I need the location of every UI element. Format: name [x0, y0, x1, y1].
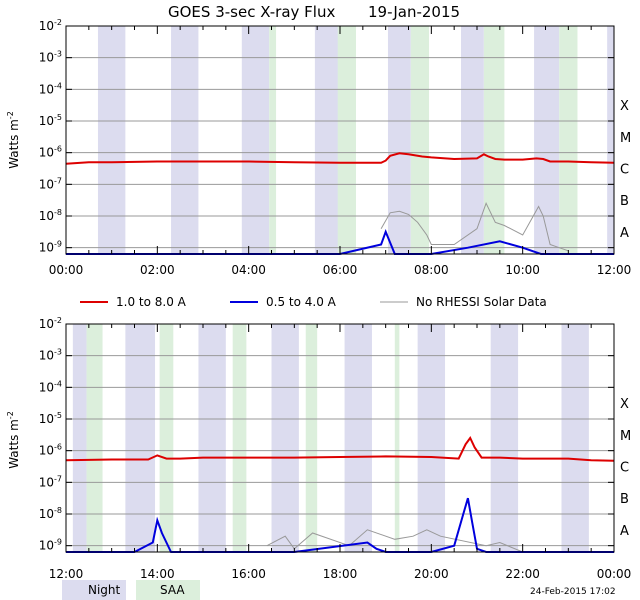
- legend-saa-label: SAA: [160, 583, 185, 597]
- bottom-saa-band-2: [232, 324, 247, 552]
- top-night-band-7: [607, 26, 614, 254]
- top-bands: [97, 26, 614, 254]
- top-night-band-2: [241, 26, 270, 254]
- bottom-ylabel: Watts m-2: [6, 411, 21, 469]
- bottom-saa-band-0: [86, 324, 103, 552]
- bottom-night-band-4: [344, 324, 372, 552]
- bottom-saa-band-3: [305, 324, 318, 552]
- bottom-flare-class-C: C: [620, 461, 629, 476]
- top-flare-class-X: X: [620, 99, 629, 114]
- timestamp: 24-Feb-2015 17:02: [530, 587, 616, 597]
- bottom-night-band-2: [198, 324, 226, 552]
- bottom-night-band-6: [490, 324, 519, 552]
- bottom-xtick-label-1: 14:00: [140, 567, 175, 581]
- date: 19-Jan-2015: [368, 3, 460, 21]
- bottom-flare-class-X: X: [620, 397, 629, 412]
- legend-saa-swatch: [136, 580, 200, 600]
- top-ylabel: Watts m-2: [6, 111, 21, 169]
- top-flare-class-C: C: [620, 163, 629, 178]
- bottom-ytick-label-3: 10-5: [39, 411, 62, 426]
- top-long-channel-line: [65, 152, 615, 165]
- top-night-band-6: [534, 26, 560, 254]
- top-flare-classes: X M C B A: [620, 99, 631, 241]
- top-night-band-0: [97, 26, 126, 254]
- top-xtick-label-6: 12:00: [597, 263, 632, 277]
- legend-night-swatch: [62, 580, 126, 600]
- top-ytick-label-0: 10-2: [39, 18, 62, 33]
- top-xticks: 00:00 02:00 04:00 06:00 08:00 10:00 12:00: [49, 26, 632, 277]
- bottom-xtick-label-5: 22:00: [505, 567, 540, 581]
- bottom-ytick-label-6: 10-8: [39, 506, 62, 521]
- top-panel: 10-2 10-3 10-4 10-5 10-6 10-7 10-8 10-9 X M C B A 0…: [6, 18, 631, 277]
- top-xtick-label-3: 06:00: [323, 263, 358, 277]
- top-ytick-label-5: 10-7: [39, 176, 62, 191]
- top-ytick-label-7: 10-9: [39, 240, 62, 255]
- bottom-ytick-label-4: 10-6: [39, 443, 62, 458]
- top-saa-band-4: [559, 26, 578, 254]
- bottom-night-band-0: [72, 324, 87, 552]
- top-ytick-label-3: 10-5: [39, 113, 62, 128]
- top-ytick-label-4: 10-6: [39, 145, 62, 160]
- top-night-band-4: [387, 26, 411, 254]
- legend-long-label: 1.0 to 8.0 A: [116, 295, 187, 309]
- bottom-xticks: 12:00 14:00 16:00 18:00 20:00 22:00 00:00: [49, 324, 632, 581]
- bottom-flare-class-M: M: [620, 429, 631, 444]
- top-ytick-label-1: 10-3: [39, 50, 62, 65]
- bottom-ytick-label-2: 10-4: [39, 379, 62, 394]
- bottom-xtick-label-3: 18:00: [323, 567, 358, 581]
- top-saa-band-2: [410, 26, 430, 254]
- bottom-night-band-3: [271, 324, 299, 552]
- bottom-xtick-label-0: 12:00: [49, 567, 84, 581]
- top-xtick-label-2: 04:00: [231, 263, 266, 277]
- top-saa-band-3: [483, 26, 505, 254]
- legend-night-label: Night: [88, 583, 121, 597]
- top-saa-band-1: [337, 26, 356, 254]
- bottom-long-channel-line: [65, 436, 615, 462]
- bottom-flare-classes: X M C B A: [620, 397, 631, 539]
- top-flare-class-A: A: [620, 226, 629, 241]
- bottom-yticks: 10-2 10-3 10-4 10-5 10-6 10-7 10-8 10-9: [39, 316, 614, 553]
- top-flare-class-M: M: [620, 131, 631, 146]
- bottom-night-band-1: [125, 324, 156, 552]
- bottom-flare-class-A: A: [620, 524, 629, 539]
- top-ytick-label-6: 10-8: [39, 208, 62, 223]
- top-ytick-label-2: 10-4: [39, 81, 62, 96]
- bottom-ytick-label-7: 10-9: [39, 538, 62, 553]
- bottom-ytick-label-1: 10-3: [39, 348, 62, 363]
- top-yticks: 10-2 10-3 10-4 10-5 10-6 10-7 10-8 10-9: [39, 18, 614, 255]
- series-legend: 1.0 to 8.0 A 0.5 to 4.0 A No RHESSI Sola…: [80, 295, 547, 309]
- top-saa-band-0: [269, 26, 277, 254]
- bottom-ytick-label-0: 10-2: [39, 316, 62, 331]
- bottom-night-band-7: [561, 324, 589, 552]
- bottom-bands: [72, 324, 589, 552]
- top-night-band-1: [171, 26, 199, 254]
- bottom-saa-band-1: [159, 324, 174, 552]
- band-legend: Night SAA: [62, 580, 200, 600]
- bottom-ytick-label-5: 10-7: [39, 474, 62, 489]
- bottom-xtick-label-6: 00:00: [597, 567, 632, 581]
- bottom-saa-band-4: [394, 324, 400, 552]
- bottom-flare-class-B: B: [620, 492, 629, 507]
- bottom-panel: 10-2 10-3 10-4 10-5 10-6 10-7 10-8 10-9 X M C B A 1…: [6, 316, 631, 581]
- bottom-xtick-label-2: 16:00: [231, 567, 266, 581]
- top-xtick-label-5: 10:00: [505, 263, 540, 277]
- top-flare-class-B: B: [620, 194, 629, 209]
- top-xtick-label-0: 00:00: [49, 263, 84, 277]
- top-night-band-5: [461, 26, 484, 254]
- bottom-night-band-5: [417, 324, 446, 552]
- top-norhessi-line: [380, 202, 569, 252]
- legend-norhessi-label: No RHESSI Solar Data: [416, 295, 547, 309]
- bottom-xtick-label-4: 20:00: [414, 567, 449, 581]
- title: GOES 3-sec X-ray Flux: [168, 3, 335, 21]
- legend-short-label: 0.5 to 4.0 A: [266, 295, 337, 309]
- top-xtick-label-4: 08:00: [414, 263, 449, 277]
- top-xtick-label-1: 02:00: [140, 263, 175, 277]
